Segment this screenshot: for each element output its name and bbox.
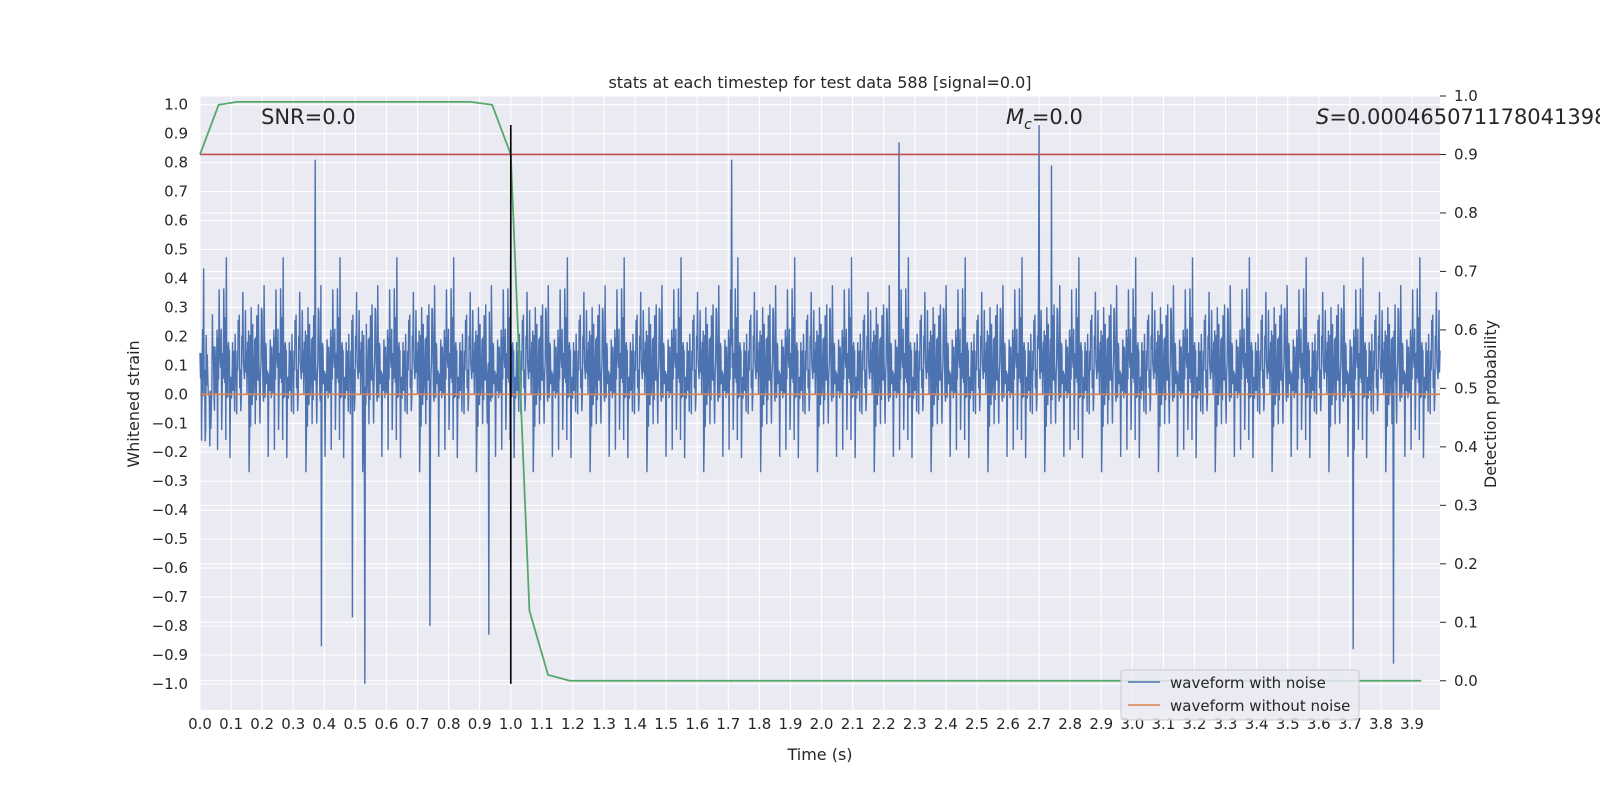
- y-right-tick-label: 0.7: [1454, 262, 1478, 280]
- y-right-tick-label: 0.3: [1454, 496, 1478, 514]
- x-tick-label: 3.9: [1400, 715, 1424, 733]
- s-symbol: S: [1316, 105, 1329, 129]
- y-left-tick-label: −0.1: [152, 414, 188, 432]
- y-left-tick-label: 0.4: [164, 269, 188, 287]
- x-tick-label: 1.2: [561, 715, 585, 733]
- y-left-tick-label: 0.3: [164, 298, 188, 316]
- series-waveform-with-noise: [199, 124, 1441, 684]
- y-axis-label-left: Whitened strain: [124, 340, 143, 467]
- x-tick-label: 0.1: [219, 715, 243, 733]
- y-left-tick-label: −0.2: [152, 443, 188, 461]
- snr-annotation: SNR=0.0: [261, 105, 356, 129]
- legend: waveform with noise waveform without noi…: [1120, 669, 1360, 721]
- chirp-mass-annotation: Mc=0.0: [1006, 105, 1083, 133]
- x-tick-label: 0.0: [188, 715, 212, 733]
- x-tick-label: 1.6: [685, 715, 709, 733]
- y-left-tick-label: 0.2: [164, 327, 188, 345]
- x-tick-label: 3.8: [1369, 715, 1393, 733]
- x-tick-label: 2.5: [965, 715, 989, 733]
- x-tick-label: 2.6: [996, 715, 1020, 733]
- y-left-tick-label: 0.6: [164, 212, 188, 230]
- y-left-tick-label: −1.0: [152, 675, 188, 693]
- x-tick-label: 0.5: [343, 715, 367, 733]
- series-layer: [199, 100, 1441, 684]
- legend-box: [1120, 669, 1360, 721]
- y-axis-label-right: Detection probability: [1481, 320, 1500, 488]
- y-right-tick-label: 0.2: [1454, 555, 1478, 573]
- legend-label-clean: waveform without noise: [1170, 697, 1350, 715]
- y-right-tick-label: 0.0: [1454, 672, 1478, 690]
- x-tick-label: 2.3: [903, 715, 927, 733]
- chirp-mass-subscript: c: [1024, 117, 1032, 133]
- x-tick-label: 0.9: [468, 715, 492, 733]
- y-left-tick-label: 0.8: [164, 154, 188, 172]
- y-left-tick-label: 1.0: [164, 96, 188, 114]
- x-tick-label: 1.8: [747, 715, 771, 733]
- chart-title: stats at each timestep for test data 588…: [608, 73, 1031, 92]
- y-right-tick-label: 0.4: [1454, 438, 1478, 456]
- x-tick-label: 1.3: [592, 715, 616, 733]
- x-tick-label: 2.8: [1058, 715, 1082, 733]
- y-left-tick-label: 0.9: [164, 125, 188, 143]
- s-annotation: S=0.0004650711780413985: [1316, 105, 1600, 129]
- y-right-tick-label: 0.9: [1454, 145, 1478, 163]
- x-tick-label: 0.6: [375, 715, 399, 733]
- y-left-tick-label: 0.0: [164, 385, 188, 403]
- y-left-tick-label: −0.4: [152, 501, 188, 519]
- x-tick-label: 1.9: [779, 715, 803, 733]
- y-right-tick-label: 0.6: [1454, 321, 1478, 339]
- y-left-tick-label: 0.1: [164, 356, 188, 374]
- y-left-tick-labels: 1.0 0.9 0.8 0.7 0.6 0.5 0.4 0.3 0.2 0.1 0.0 −0.1 −0.…: [152, 96, 188, 693]
- x-tick-label: 1.5: [654, 715, 678, 733]
- x-tick-label: 1.4: [623, 715, 647, 733]
- x-tick-label: 1.0: [499, 715, 523, 733]
- x-tick-label: 0.3: [281, 715, 305, 733]
- y-left-tick-label: −0.9: [152, 646, 188, 664]
- y-left-tick-label: −0.5: [152, 530, 188, 548]
- y-left-tick-label: −0.6: [152, 559, 188, 577]
- y-right-tick-label: 1.0: [1454, 87, 1478, 105]
- x-tick-label: 0.4: [312, 715, 336, 733]
- series-detection-probability: [199, 100, 1422, 682]
- y-left-tick-label: −0.7: [152, 588, 188, 606]
- chirp-mass-symbol: M: [1006, 105, 1024, 129]
- x-tick-label: 2.4: [934, 715, 958, 733]
- chirp-mass-value: =0.0: [1032, 105, 1083, 129]
- s-value: =0.0004650711780413985: [1329, 105, 1600, 129]
- y-right-tick-label: 0.8: [1454, 204, 1478, 222]
- y-right-tick-label: 0.1: [1454, 613, 1478, 631]
- y-right-tick-labels: 1.0 0.9 0.8 0.7 0.6 0.5 0.4 0.3 0.2 0.1 0.0: [1440, 87, 1478, 690]
- x-tick-label: 0.7: [406, 715, 430, 733]
- y-left-tick-label: −0.8: [152, 617, 188, 635]
- x-tick-label: 1.7: [716, 715, 740, 733]
- x-tick-label: 2.2: [872, 715, 896, 733]
- x-tick-label: 2.9: [1089, 715, 1113, 733]
- x-tick-label: 1.1: [530, 715, 554, 733]
- y-right-tick-label: 0.5: [1454, 379, 1478, 397]
- x-tick-label: 0.8: [437, 715, 461, 733]
- x-axis-label: Time (s): [786, 745, 852, 764]
- legend-label-noise: waveform with noise: [1170, 674, 1326, 692]
- y-left-tick-label: 0.5: [164, 241, 188, 259]
- x-tick-label: 2.7: [1027, 715, 1051, 733]
- x-tick-label: 2.0: [810, 715, 834, 733]
- y-left-tick-label: 0.7: [164, 183, 188, 201]
- y-left-tick-label: −0.3: [152, 472, 188, 490]
- x-tick-label: 2.1: [841, 715, 865, 733]
- x-tick-label: 0.2: [250, 715, 274, 733]
